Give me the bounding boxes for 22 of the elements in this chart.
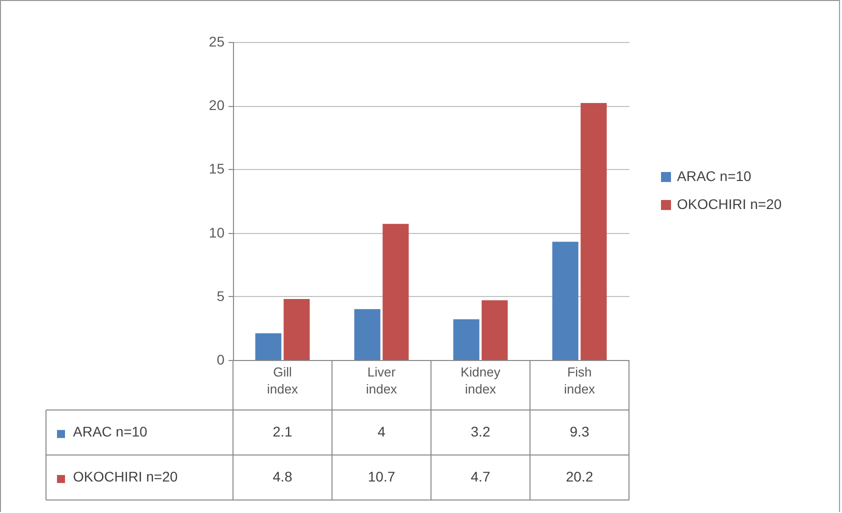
y-tick-label: 10: [208, 224, 225, 240]
y-tick-label: 25: [208, 34, 225, 50]
data-label: 4: [378, 424, 386, 440]
y-tick-label: 20: [208, 97, 225, 114]
data-label: 3.2: [470, 424, 490, 440]
x-tick-label: Gill index: [266, 364, 299, 396]
data-label: 4.7: [470, 468, 490, 484]
y-tick-label: 0: [216, 352, 225, 368]
data-label: 20.2: [566, 468, 594, 484]
text: ARAC n=10: [73, 424, 148, 440]
y-tick-label: 15: [208, 160, 225, 177]
text: OKOCHIRI n=20: [73, 468, 178, 484]
data-label: 9.3: [570, 424, 590, 440]
data-label: 10.7: [368, 468, 396, 484]
x-tick-label: Fish index: [564, 364, 596, 396]
legend-label: ARAC n=10: [677, 168, 752, 184]
legend-label: OKOCHIRI n=20: [677, 196, 782, 212]
x-tick-label: Liver index: [366, 364, 398, 396]
x-tick-label: Kidney index: [460, 364, 501, 396]
y-tick-label: 5: [216, 288, 225, 304]
data-label: 2.1: [272, 424, 292, 440]
data-label: 4.8: [272, 468, 292, 484]
